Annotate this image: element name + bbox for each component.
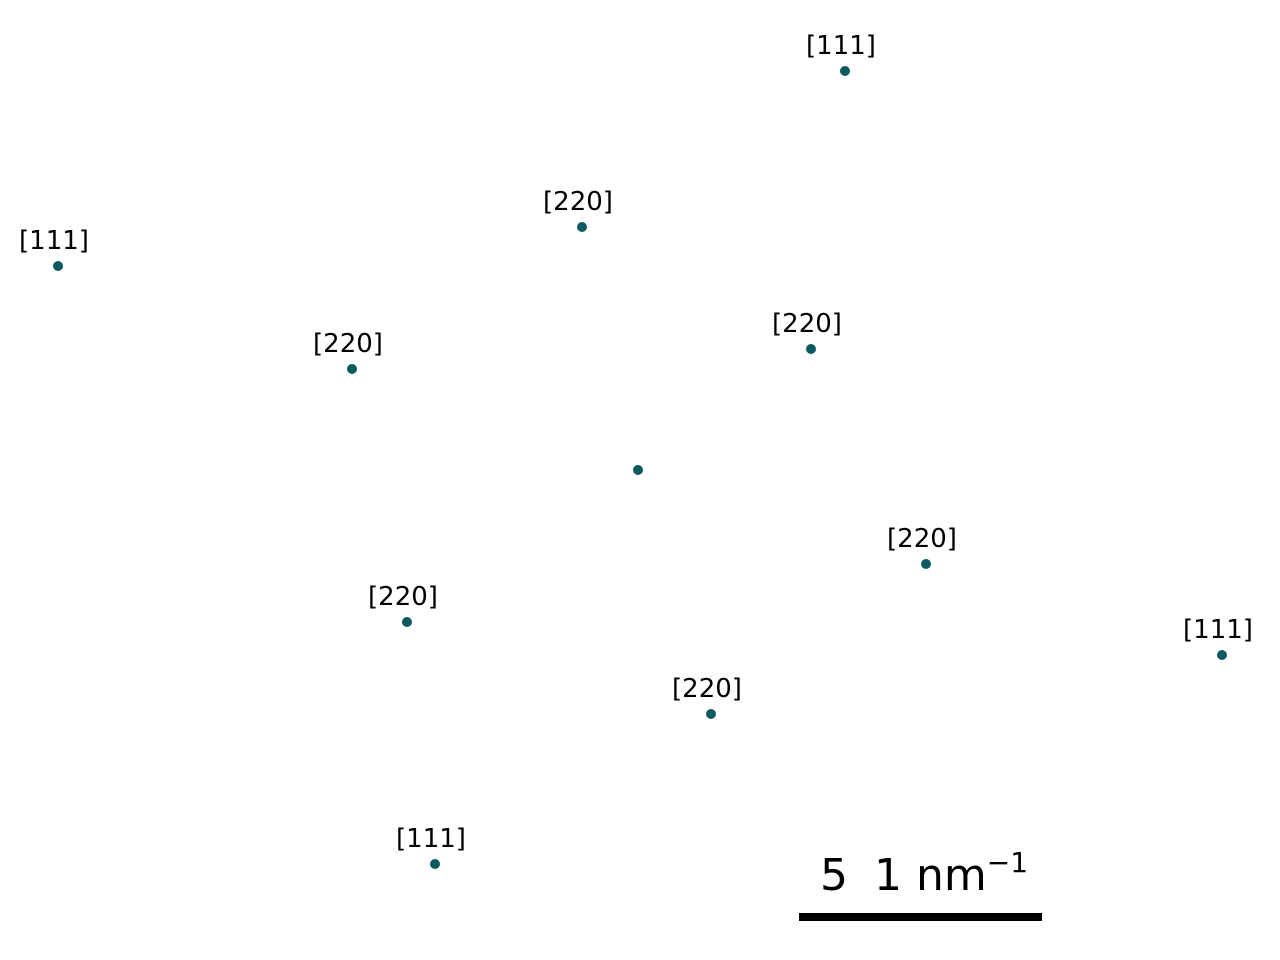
spot-label: [111] (806, 31, 876, 61)
diffraction-spot (53, 261, 63, 271)
diffraction-spot (347, 364, 357, 374)
scale-bar-exponent: −1 (987, 846, 1028, 879)
diffraction-spot (706, 709, 716, 719)
spot-label: [111] (1183, 615, 1253, 645)
spot-label: [220] (672, 674, 742, 704)
diffraction-spot (806, 344, 816, 354)
spot-label: [220] (368, 582, 438, 612)
central-spot (633, 465, 643, 475)
diffraction-spot (840, 66, 850, 76)
scale-bar-value: 5 (820, 850, 848, 901)
diffraction-spot (577, 222, 587, 232)
scale-bar-label: 5 1 nm−1 (820, 846, 1028, 901)
spot-label: [220] (313, 329, 383, 359)
diffraction-spot (402, 617, 412, 627)
spot-label: [111] (19, 226, 89, 256)
spot-label: [220] (887, 524, 957, 554)
scale-bar-unit: 1 nm (874, 850, 987, 901)
spot-label: [220] (772, 309, 842, 339)
scale-bar-line (799, 913, 1042, 921)
spots-layer: [111] [220] [111] [220] [220] [220] [220] [111]… (19, 31, 1253, 869)
scale-bar: 5 1 nm−1 (799, 846, 1042, 921)
diffraction-spot (921, 559, 931, 569)
spot-label: [220] (543, 187, 613, 217)
diffraction-spot (430, 859, 440, 869)
diffraction-spot (1217, 650, 1227, 660)
spot-label: [111] (396, 824, 466, 854)
